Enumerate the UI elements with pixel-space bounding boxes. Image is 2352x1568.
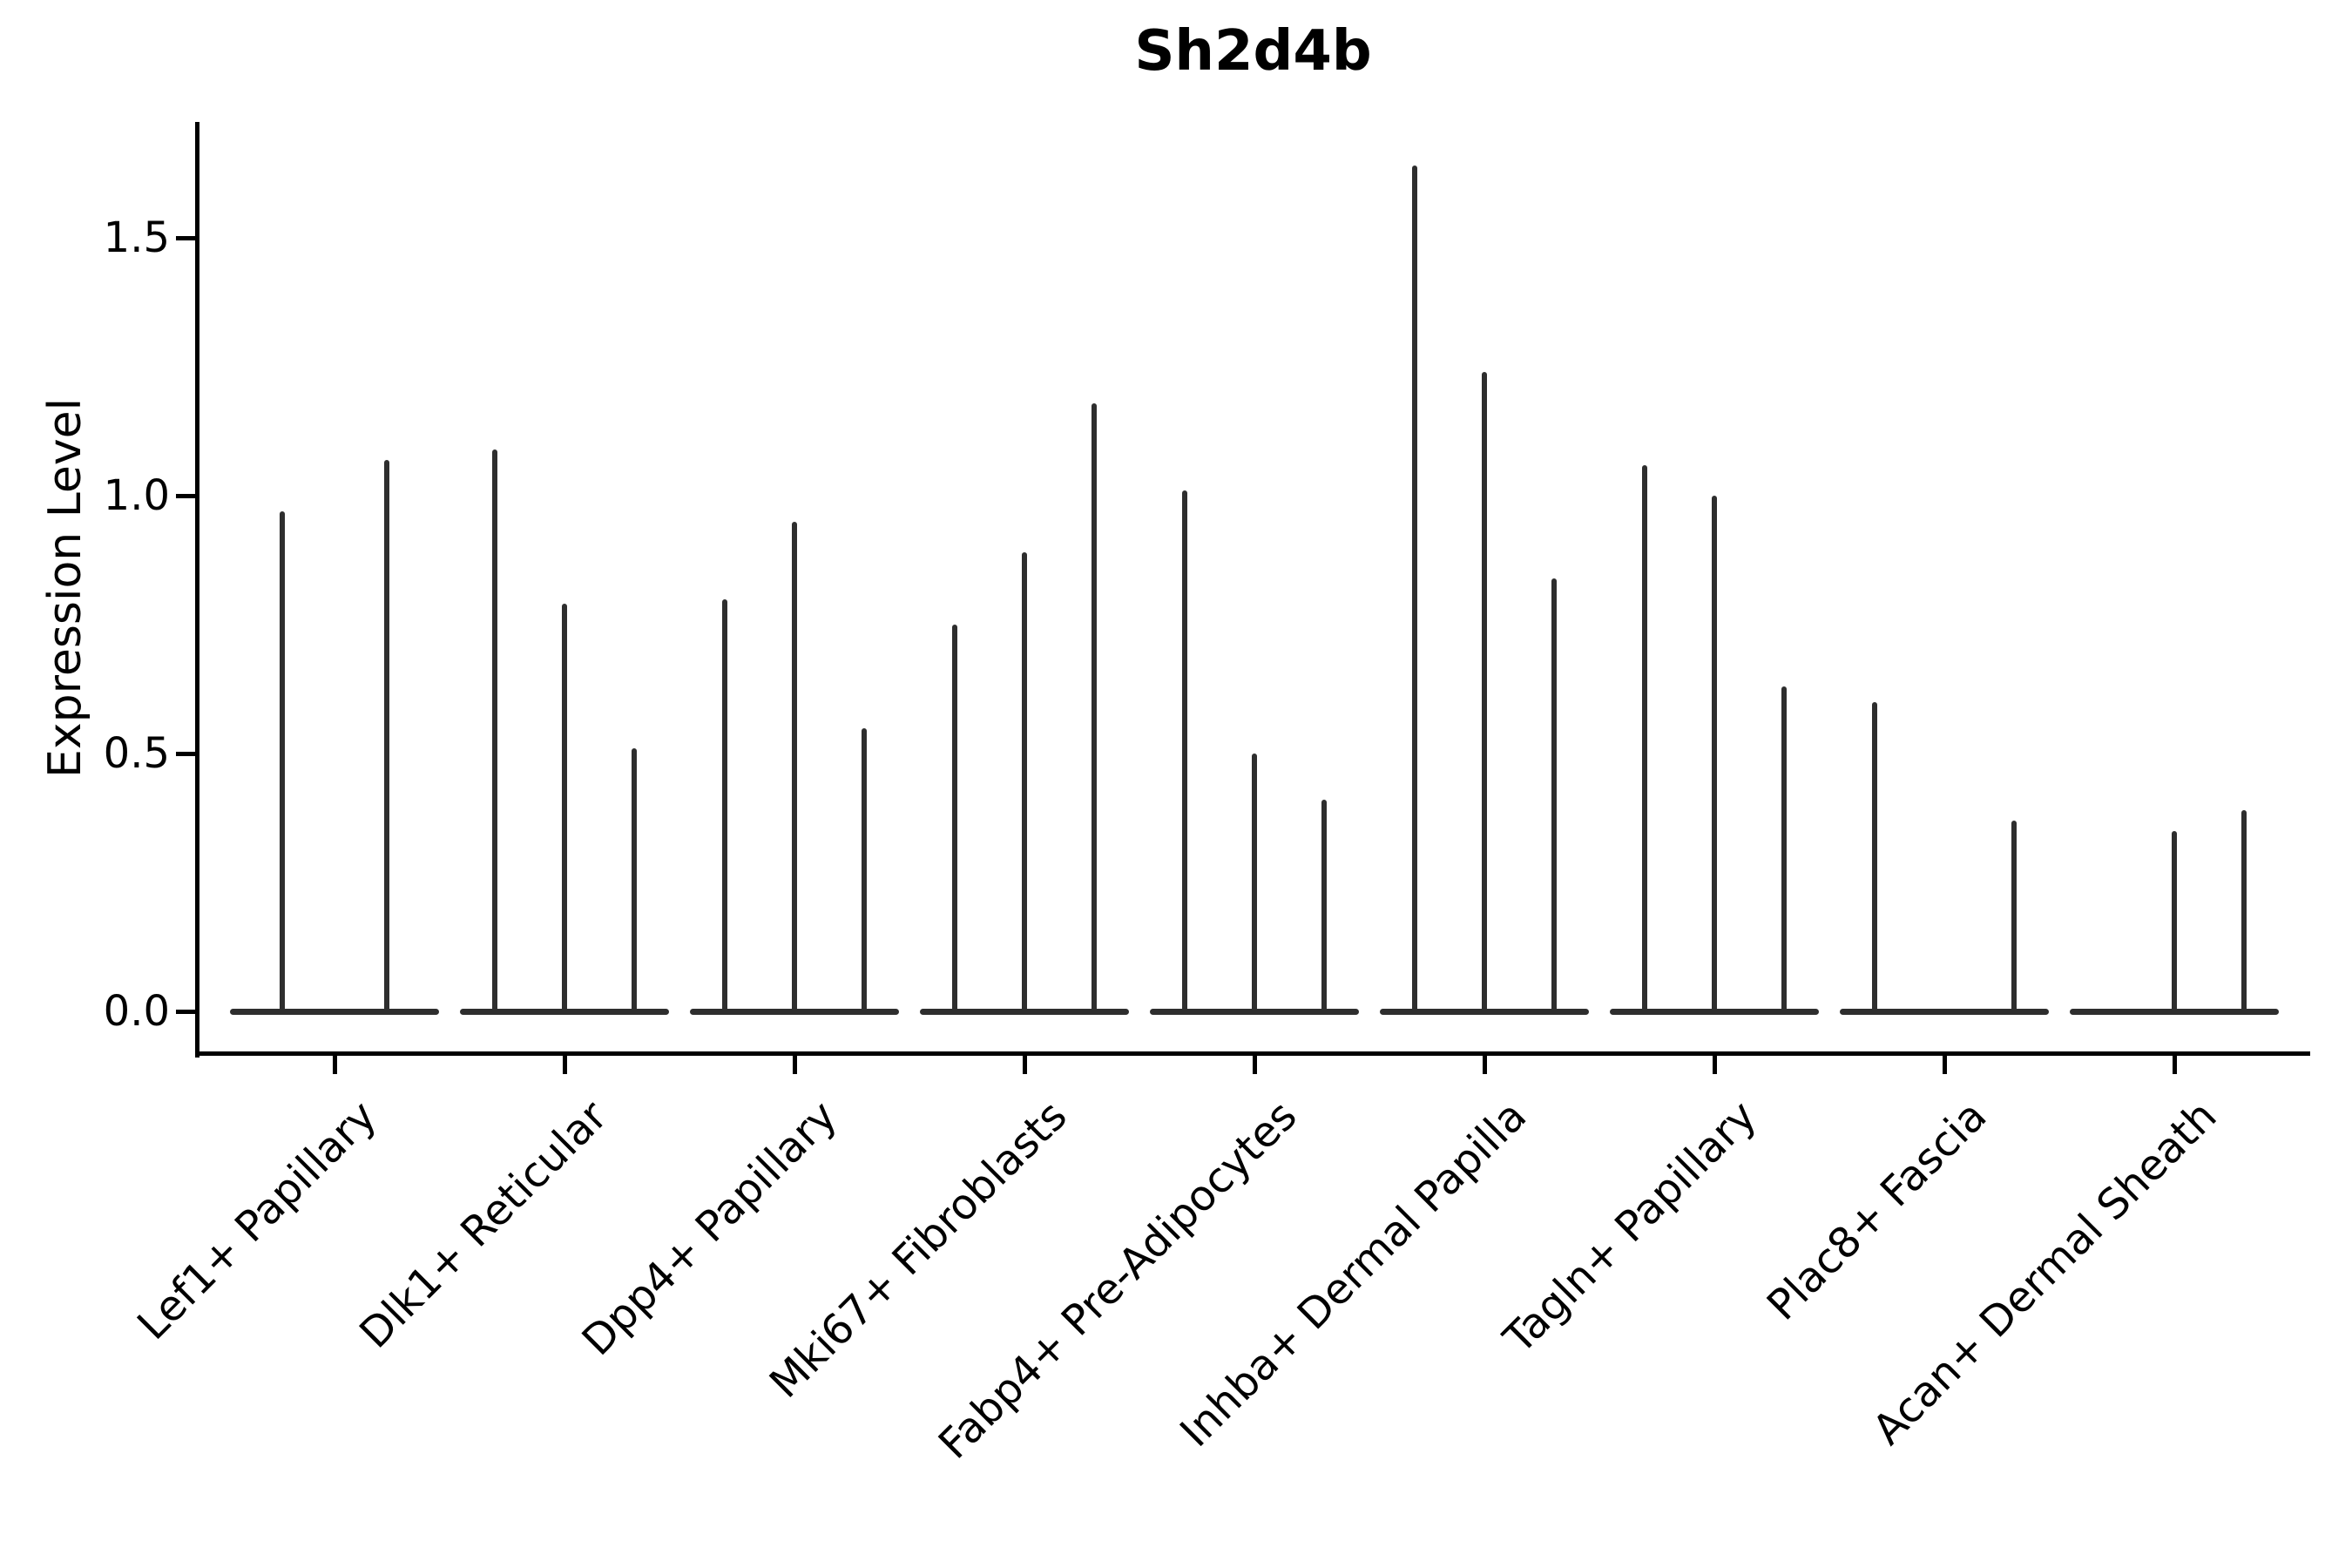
violin-spike <box>722 598 727 1015</box>
violin-spike <box>952 625 957 1015</box>
violin-baseline <box>1840 1009 2049 1016</box>
violin-spike <box>1252 754 1257 1015</box>
violin-spike <box>2011 821 2017 1015</box>
violin-spike <box>384 459 389 1015</box>
violin-spike <box>492 449 497 1015</box>
violin-spike <box>1872 701 1877 1015</box>
x-tick <box>333 1053 337 1074</box>
x-tick-label: Lef1+ Papillary <box>128 1092 387 1349</box>
plot-title: Sh2d4b <box>1134 19 1372 84</box>
violin-spike <box>1551 578 1557 1015</box>
x-tick-label: Plac8+ Fascia <box>1758 1092 1997 1330</box>
violin-spike <box>1781 686 1787 1015</box>
x-tick <box>793 1053 797 1074</box>
x-tick <box>2173 1053 2177 1074</box>
violin-spike <box>280 510 285 1015</box>
violin-spike <box>1182 490 1187 1015</box>
violin-spike <box>1642 464 1647 1015</box>
x-tick-label: Dpp4+ Papillary <box>572 1092 847 1366</box>
y-tick-label: 1.5 <box>103 213 170 263</box>
violin-spike <box>1321 800 1327 1015</box>
violin-spike <box>2241 810 2247 1015</box>
violin-spike <box>792 521 797 1015</box>
x-tick <box>1943 1053 1947 1074</box>
violin-spike <box>1022 552 1027 1015</box>
x-tick <box>1483 1053 1487 1074</box>
x-tick <box>1713 1053 1717 1074</box>
violin-spike <box>1412 166 1417 1015</box>
y-tick-label: 1.0 <box>103 471 170 521</box>
violin-baseline <box>230 1009 439 1016</box>
x-tick-label: Dlk1+ Reticular <box>349 1092 617 1358</box>
violin-spike <box>632 748 637 1015</box>
violin-spike <box>1092 402 1097 1015</box>
violin-spike <box>1482 372 1487 1015</box>
y-tick-label: 0.0 <box>103 987 170 1037</box>
y-tick-label: 0.5 <box>103 729 170 779</box>
y-axis-spine <box>195 122 199 1058</box>
y-axis-label-text: Expression Level <box>39 397 91 778</box>
y-tick <box>176 236 195 241</box>
y-tick <box>176 1010 195 1015</box>
y-tick <box>176 752 195 757</box>
x-tick <box>563 1053 567 1074</box>
violin-spike <box>562 604 567 1015</box>
x-tick <box>1023 1053 1027 1074</box>
violin-spike <box>2172 830 2177 1015</box>
violin-spike <box>862 727 867 1015</box>
x-tick <box>1253 1053 1257 1074</box>
violin-spike <box>1712 496 1717 1015</box>
x-tick-label: Tagln+ Papillary <box>1494 1092 1767 1363</box>
y-tick <box>176 494 195 499</box>
